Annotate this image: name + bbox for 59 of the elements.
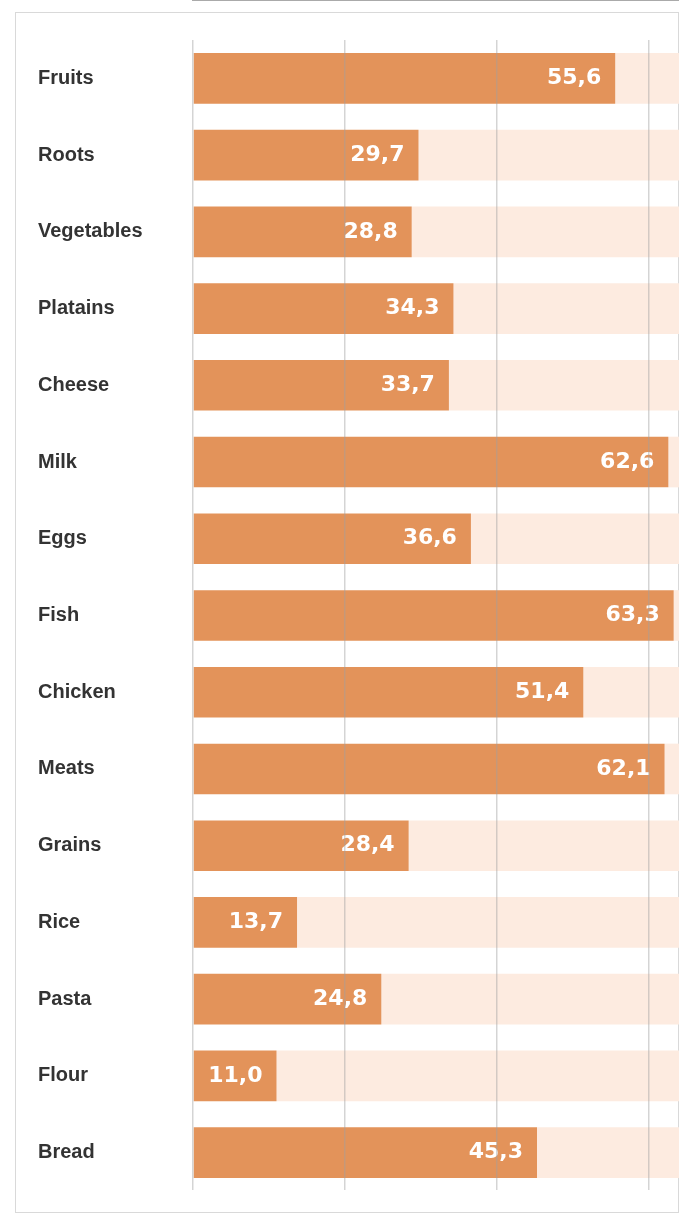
- data-label: 33,7: [380, 371, 435, 397]
- bar: [381, 973, 679, 1025]
- bar: [673, 590, 679, 641]
- bar: [193, 590, 674, 641]
- data-label: 29,7: [350, 140, 405, 166]
- bar: [193, 283, 454, 334]
- y-tick-label: Meats: [38, 756, 95, 779]
- y-tick-label: Cheese: [38, 372, 110, 395]
- bar: [193, 666, 584, 718]
- bar: [453, 283, 679, 334]
- bar: [193, 743, 665, 795]
- bar: [193, 53, 616, 104]
- bar: [297, 897, 679, 948]
- y-tick-label: Milk: [38, 449, 78, 472]
- bar: [583, 666, 679, 718]
- y-tick-label: Fish: [38, 603, 80, 626]
- data-label: 51,4: [515, 677, 570, 703]
- bar: [193, 1127, 537, 1178]
- y-tick-label: Vegetables: [38, 219, 143, 242]
- y-tick-label: Chicken: [38, 679, 116, 702]
- y-tick-label: Rice: [38, 909, 81, 932]
- bar: [448, 359, 679, 411]
- y-tick-label: Bread: [38, 1140, 95, 1163]
- y-tick-label: Flour: [38, 1063, 89, 1086]
- y-tick-label: Fruits: [38, 65, 94, 88]
- bar: [193, 129, 419, 181]
- data-label: 28,4: [340, 831, 395, 857]
- bar: [411, 206, 679, 258]
- bar: [470, 513, 679, 565]
- data-label: 28,8: [343, 217, 398, 243]
- bar: [664, 743, 679, 795]
- bar: [193, 206, 412, 258]
- bar: [193, 973, 382, 1025]
- y-tick-label: Platains: [38, 296, 115, 319]
- y-tick-label: Roots: [38, 142, 95, 165]
- bar: [408, 820, 679, 872]
- bar: [193, 359, 449, 411]
- bar: [418, 129, 679, 181]
- bar: [193, 897, 298, 948]
- bar: [537, 1127, 679, 1178]
- data-label: 24,8: [313, 984, 368, 1010]
- bar: [193, 820, 409, 872]
- data-label: 13,7: [228, 908, 284, 934]
- data-label: 34,3: [385, 294, 440, 320]
- bar: [668, 436, 679, 488]
- data-label: 62,1: [596, 754, 651, 780]
- y-tick-label: Pasta: [38, 986, 93, 1009]
- data-label: 62,6: [600, 447, 655, 473]
- data-label: 45,3: [468, 1138, 523, 1164]
- data-label: 55,6: [546, 64, 602, 90]
- bar: [615, 53, 679, 104]
- y-tick-label: Eggs: [38, 526, 87, 549]
- data-label: 63,3: [605, 601, 660, 627]
- data-label: 11,0: [208, 1061, 263, 1087]
- bar: [276, 1050, 679, 1102]
- bar: [193, 436, 669, 488]
- y-tick-label: Grains: [38, 833, 102, 856]
- bar: [193, 513, 471, 565]
- data-label: 36,6: [402, 524, 457, 550]
